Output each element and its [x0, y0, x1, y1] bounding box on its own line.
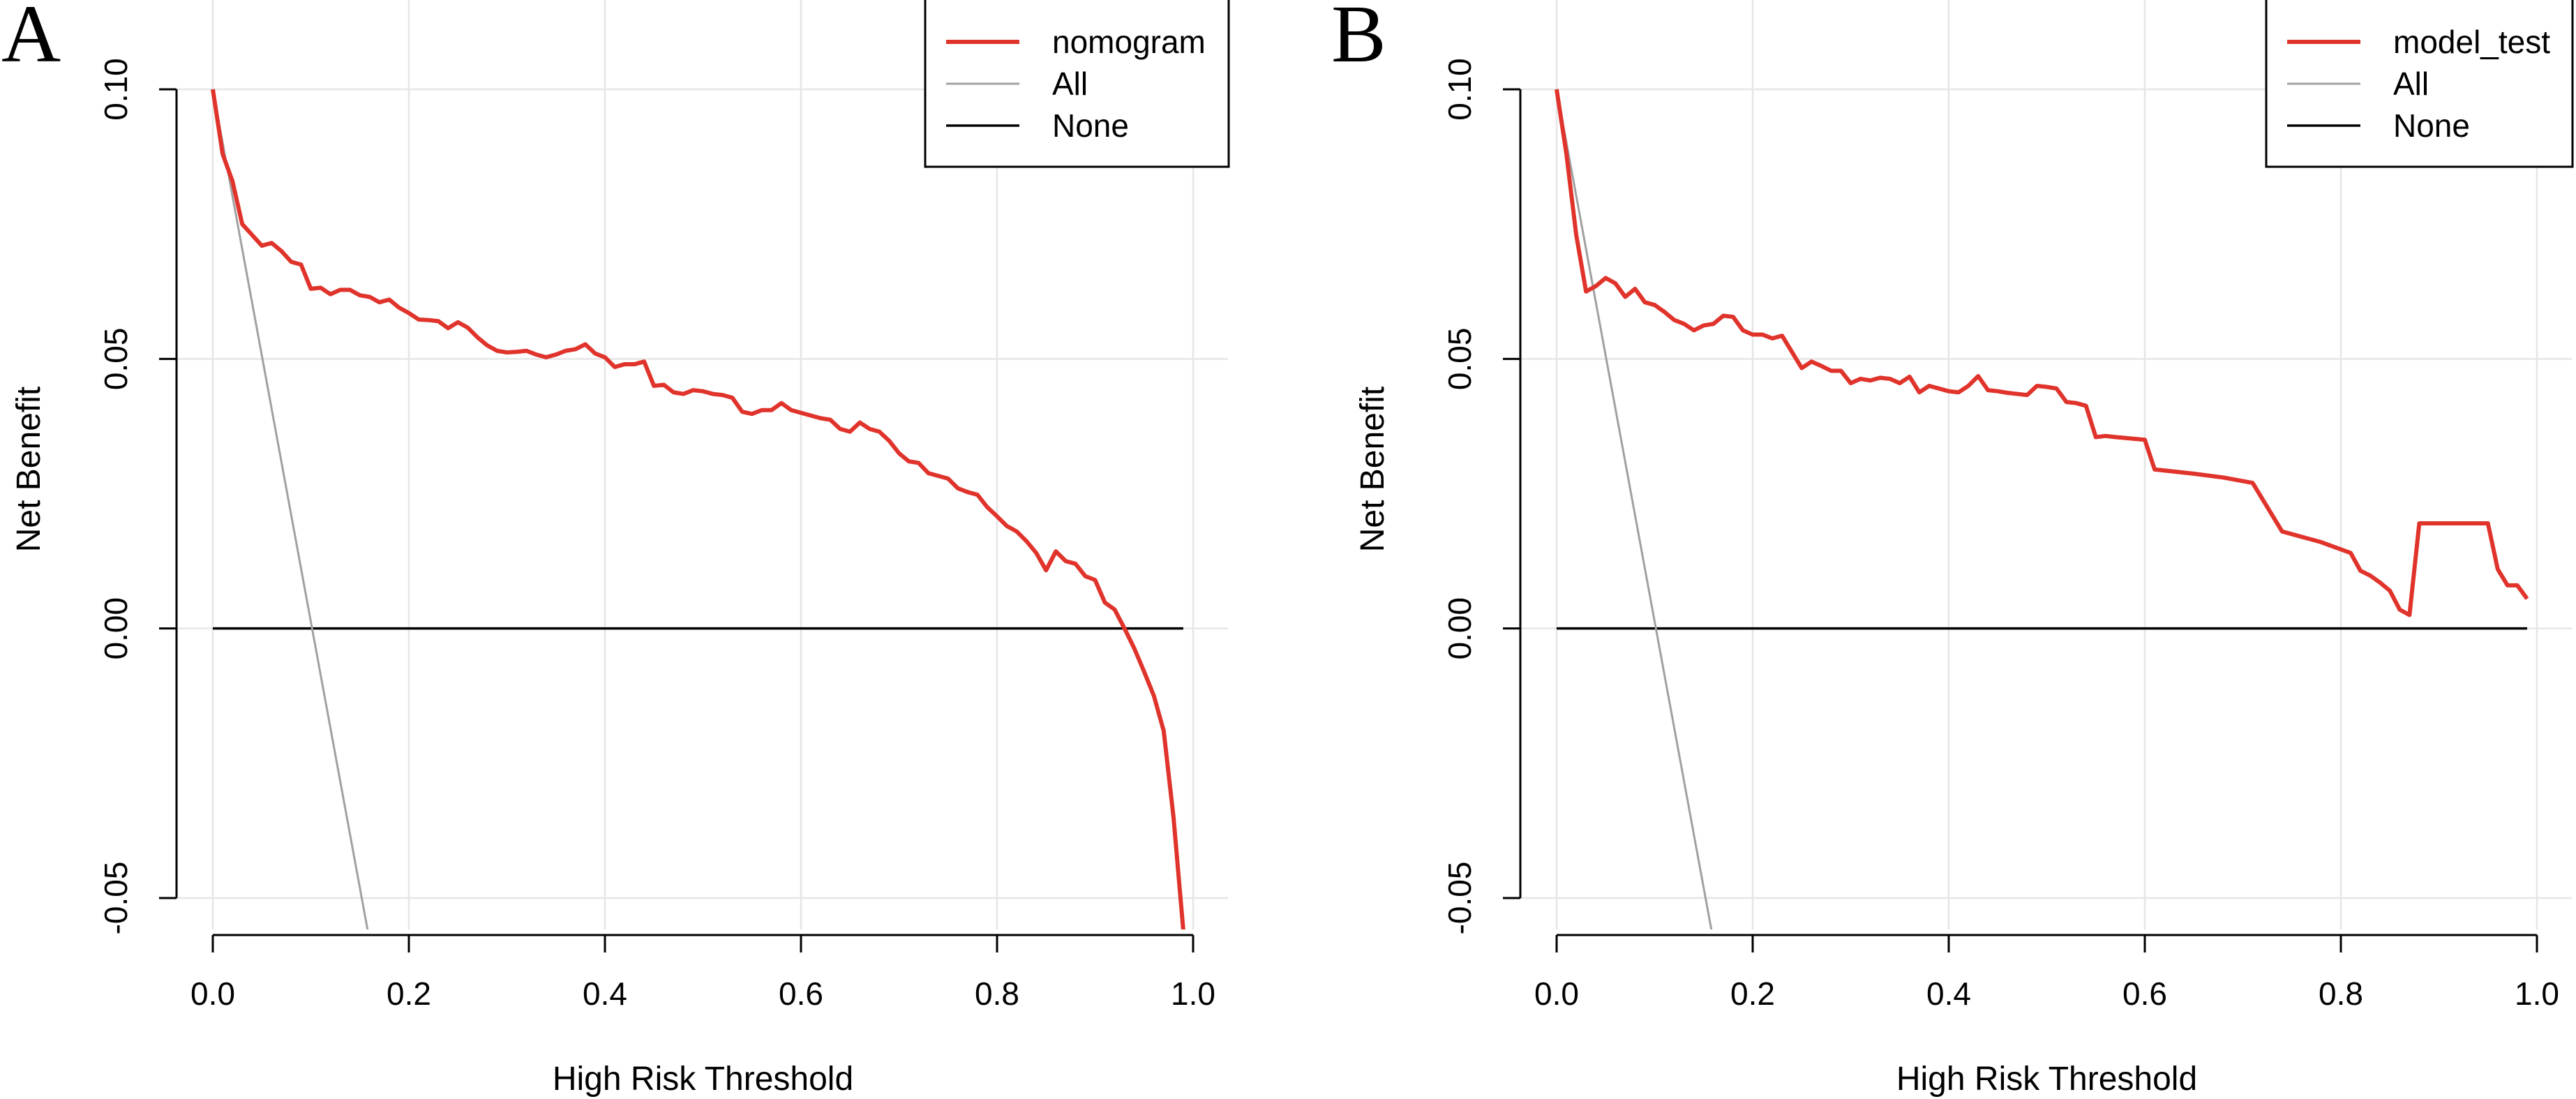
series-line-all: [211, 89, 369, 929]
y-tick-label: 0.00: [98, 597, 134, 660]
legend: nomogram All None: [924, 0, 1230, 168]
y-tick-label: 0.00: [1441, 597, 1478, 660]
panel-label: B: [1331, 0, 1386, 80]
y-tick-label: -0.05: [1441, 862, 1478, 935]
chart-panel-A: 0.0 0.2 0.4 0.6 0.8 1.0 High Risk Threshold -0.…: [1, 0, 1230, 1098]
y-axis-title: Net Benefit: [10, 387, 47, 552]
x-axis: 0.0 0.2 0.4 0.6 0.8 1.0 High Risk Threshold: [190, 934, 1215, 1098]
legend-label: None: [2393, 107, 2470, 144]
x-axis: 0.0 0.2 0.4 0.6 0.8 1.0 High Risk Threshold: [1534, 934, 2559, 1098]
x-tick-label: 1.0: [1171, 975, 1215, 1012]
x-tick-label: 0.8: [2319, 975, 2363, 1012]
x-tick-label: 0.4: [583, 975, 627, 1012]
y-axis: -0.05 0.00 0.05 0.10 Net Benefit: [1354, 58, 1522, 935]
x-axis-title: High Risk Threshold: [1896, 1061, 2197, 1098]
series-group: [1555, 89, 2529, 929]
y-tick-label: 0.10: [98, 58, 134, 121]
legend-label: nomogram: [1052, 24, 1206, 60]
x-axis-title: High Risk Threshold: [553, 1061, 853, 1098]
legend-label: All: [1052, 66, 1088, 102]
y-tick-label: 0.05: [1441, 328, 1478, 391]
x-tick-label: 1.0: [2515, 975, 2559, 1012]
series-line-model-test: [1555, 89, 2529, 618]
chart-panel-B: 0.0 0.2 0.4 0.6 0.8 1.0 High Risk Threshold -0.…: [1331, 0, 2574, 1098]
panel-label: A: [1, 0, 61, 80]
legend: model_test All None: [2265, 0, 2574, 168]
legend-label: None: [1052, 107, 1129, 144]
y-axis: -0.05 0.00 0.05 0.10 Net Benefit: [10, 58, 178, 935]
x-tick-label: 0.0: [1534, 975, 1579, 1012]
x-tick-label: 0.6: [2122, 975, 2167, 1012]
x-tick-label: 0.8: [975, 975, 1019, 1012]
series-group: [211, 89, 1185, 929]
x-tick-label: 0.2: [387, 975, 431, 1012]
x-tick-label: 0.0: [190, 975, 235, 1012]
y-axis-title: Net Benefit: [1354, 387, 1391, 552]
series-line-all: [1555, 89, 1713, 929]
legend-label: All: [2393, 66, 2429, 102]
y-tick-label: 0.10: [1441, 58, 1478, 121]
x-tick-label: 0.2: [1730, 975, 1775, 1012]
y-tick-label: 0.05: [98, 328, 134, 391]
legend-label: model_test: [2393, 24, 2550, 60]
series-line-nomogram: [211, 89, 1185, 929]
x-tick-label: 0.6: [779, 975, 823, 1012]
x-tick-label: 0.4: [1926, 975, 1971, 1012]
y-tick-label: -0.05: [98, 862, 134, 935]
